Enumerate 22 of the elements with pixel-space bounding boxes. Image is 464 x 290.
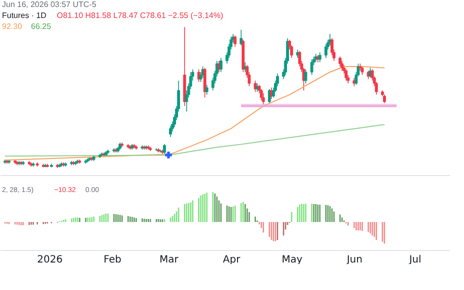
candlestick — [304, 68, 308, 84]
candlestick — [324, 44, 328, 58]
candlestick — [262, 92, 265, 105]
chart-title: Futures · 1D — [2, 11, 47, 20]
candlestick — [340, 60, 344, 72]
annotation: 66.25 — [31, 22, 52, 31]
candlestick — [197, 68, 200, 82]
annotation: 92.30 — [2, 22, 23, 31]
candlestick — [310, 59, 314, 76]
candlestick — [203, 67, 206, 98]
candlestick — [220, 58, 222, 73]
text: O81.10 H81.58 L78.47 C78.61 −2.55 (−3.14%) — [56, 11, 224, 20]
candlestick — [169, 125, 172, 138]
x-tick-label: Feb — [104, 254, 122, 266]
candlestick — [234, 35, 237, 48]
x-tick-label: 2026 — [37, 254, 63, 266]
candlestick — [260, 88, 263, 101]
candlestick — [205, 84, 208, 96]
candlestick — [344, 68, 348, 81]
x-tick-label: Mar — [160, 254, 180, 266]
text: Jun 16, 2026 03:57 UTC-5 — [2, 0, 97, 9]
candlestick — [338, 56, 342, 67]
